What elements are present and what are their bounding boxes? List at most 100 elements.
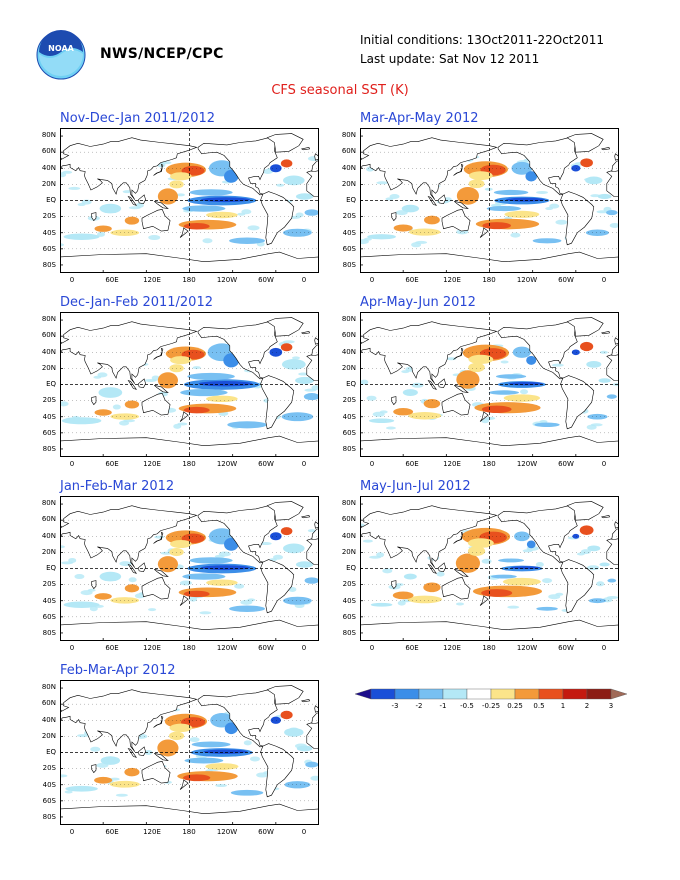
lat-label: 20S bbox=[42, 580, 56, 588]
initial-conditions-text: Initial conditions: 13Oct2011-22Oct2011 bbox=[360, 33, 605, 47]
colorbar-segment bbox=[562, 688, 588, 700]
lon-label: 120W bbox=[216, 460, 238, 468]
lon-label: 120W bbox=[216, 828, 238, 836]
lon-label: 0 bbox=[369, 460, 375, 468]
lat-label: 40N bbox=[41, 532, 56, 540]
lat-label: 40S bbox=[342, 413, 356, 421]
lat-label: 40N bbox=[341, 348, 356, 356]
sst-map-5 bbox=[60, 496, 319, 641]
sst-map-3 bbox=[60, 312, 319, 457]
colorbar-tick-label: -3 bbox=[392, 702, 399, 710]
lat-label: 20S bbox=[342, 212, 356, 220]
lon-label: 120W bbox=[216, 276, 238, 284]
lat-label: 80N bbox=[41, 131, 56, 139]
lat-label: 40N bbox=[41, 716, 56, 724]
sst-map-4 bbox=[360, 312, 619, 457]
panel-title-3: Dec-Jan-Feb 2011/2012 bbox=[60, 295, 213, 310]
lat-label: EQ bbox=[46, 380, 56, 388]
lat-label: 80N bbox=[341, 499, 356, 507]
lat-label: 60N bbox=[41, 515, 56, 523]
colorbar-segment bbox=[370, 688, 396, 700]
last-update-text: Last update: Sat Nov 12 2011 bbox=[360, 52, 540, 66]
panel-title-6: May-Jun-Jul 2012 bbox=[360, 479, 471, 494]
sst-map-2 bbox=[360, 128, 619, 273]
lon-label: 60E bbox=[105, 276, 119, 284]
lon-label: 60W bbox=[258, 460, 274, 468]
lat-label: 80N bbox=[41, 499, 56, 507]
colorbar-tick-label: 3 bbox=[609, 702, 613, 710]
lon-label: 0 bbox=[69, 276, 75, 284]
lon-label: 60E bbox=[105, 828, 119, 836]
lon-label: 0 bbox=[369, 644, 375, 652]
lat-label: 80S bbox=[42, 813, 56, 821]
panel-title-5: Jan-Feb-Mar 2012 bbox=[60, 479, 175, 494]
lat-label: 80S bbox=[342, 629, 356, 637]
lat-label: 20S bbox=[42, 212, 56, 220]
lon-label: 60W bbox=[558, 460, 574, 468]
lat-label: 40N bbox=[41, 164, 56, 172]
organization-label: NWS/NCEP/CPC bbox=[100, 46, 224, 62]
colorbar-tick-label: -1 bbox=[440, 702, 447, 710]
lon-label: 60W bbox=[258, 644, 274, 652]
lat-label: EQ bbox=[46, 196, 56, 204]
lon-label: 60E bbox=[405, 276, 419, 284]
lon-label: 0 bbox=[369, 276, 375, 284]
lon-label: 120W bbox=[216, 644, 238, 652]
lon-label: 120W bbox=[516, 276, 538, 284]
colorbar-tick-label: -0.25 bbox=[482, 702, 500, 710]
lon-label: 120E bbox=[443, 276, 461, 284]
lat-label: 80N bbox=[41, 315, 56, 323]
lon-label: 180 bbox=[182, 460, 196, 468]
svg-text:NOAA: NOAA bbox=[48, 44, 74, 53]
panel-title-1: Nov-Dec-Jan 2011/2012 bbox=[60, 111, 216, 126]
lat-label: 20N bbox=[341, 364, 356, 372]
lat-label: 60N bbox=[341, 147, 356, 155]
lon-label: 0 bbox=[601, 276, 607, 284]
lat-label: 20S bbox=[342, 396, 356, 404]
lon-label: 120E bbox=[143, 276, 161, 284]
sst-map-1 bbox=[60, 128, 319, 273]
colorbar-segment bbox=[355, 688, 372, 700]
colorbar-segment bbox=[514, 688, 540, 700]
lat-label: 60S bbox=[342, 245, 356, 253]
colorbar-tick-label: 0.5 bbox=[533, 702, 544, 710]
lon-label: 0 bbox=[301, 460, 307, 468]
colorbar: -3 -2 -1 -0.5 -0.25 0.25 0.5 1 2 3 bbox=[355, 688, 627, 710]
colorbar-tick-label: 2 bbox=[585, 702, 589, 710]
lat-label: 80S bbox=[42, 629, 56, 637]
lon-label: 120W bbox=[516, 644, 538, 652]
lat-label: 60N bbox=[41, 147, 56, 155]
colorbar-tick-label: 0.25 bbox=[507, 702, 523, 710]
lat-label: 80N bbox=[41, 683, 56, 691]
lat-label: 40S bbox=[42, 413, 56, 421]
lon-label: 0 bbox=[301, 276, 307, 284]
lat-label: 60S bbox=[42, 797, 56, 805]
lon-label: 0 bbox=[69, 460, 75, 468]
lat-label: 40S bbox=[342, 597, 356, 605]
lat-label: 20S bbox=[42, 396, 56, 404]
colorbar-segment bbox=[466, 688, 492, 700]
lon-label: 120E bbox=[143, 828, 161, 836]
sst-map-6 bbox=[360, 496, 619, 641]
lat-label: 20S bbox=[42, 764, 56, 772]
lat-label: 80S bbox=[342, 261, 356, 269]
lat-label: 20N bbox=[41, 548, 56, 556]
lon-label: 60E bbox=[105, 644, 119, 652]
lon-label: 60E bbox=[405, 644, 419, 652]
lon-label: 180 bbox=[182, 828, 196, 836]
lat-label: 60N bbox=[341, 515, 356, 523]
lon-label: 60W bbox=[258, 828, 274, 836]
lat-label: 60S bbox=[42, 613, 56, 621]
colorbar-segment bbox=[394, 688, 420, 700]
sst-map-7 bbox=[60, 680, 319, 825]
lon-label: 0 bbox=[69, 828, 75, 836]
lat-label: EQ bbox=[46, 748, 56, 756]
colorbar-tick-label: -0.5 bbox=[460, 702, 474, 710]
lat-label: 20N bbox=[41, 732, 56, 740]
lat-label: EQ bbox=[346, 380, 356, 388]
colorbar-segment bbox=[610, 688, 627, 700]
lon-label: 180 bbox=[182, 644, 196, 652]
lat-label: 40N bbox=[41, 348, 56, 356]
lon-label: 180 bbox=[482, 460, 496, 468]
colorbar-segment bbox=[490, 688, 516, 700]
